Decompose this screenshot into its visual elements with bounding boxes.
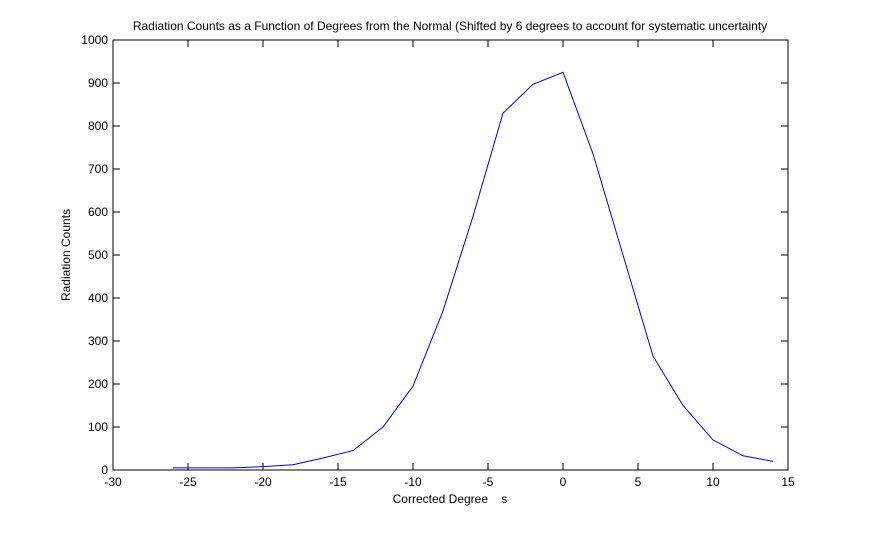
x-tick-label: -15 [329,475,347,489]
x-tick-label: -10 [404,475,422,489]
y-tick-label: 1000 [81,33,108,47]
y-tick-label: 900 [88,76,108,90]
y-tick-label: 100 [88,420,108,434]
axis-tick-labels: -30 -25 -20 -15 -10 -5 0 5 10 15 0 100 200 300 400 500 6… [81,33,795,489]
y-tick-label: 0 [101,463,108,477]
x-tick-label: 0 [560,475,567,489]
y-tick-label: 200 [88,377,108,391]
axis-ticks [112,39,789,471]
series-line [173,71,774,469]
plot-area [112,39,789,471]
x-tick-label: 15 [781,475,795,489]
x-tick-label: 5 [635,475,642,489]
chart-title: Radiation Counts as a Function of Degree… [133,19,767,33]
x-tick-label: -5 [483,475,494,489]
y-tick-label: 800 [88,119,108,133]
x-axis-label: Corrected Degree s [393,492,508,506]
y-tick-label: 600 [88,205,108,219]
x-tick-label: -25 [179,475,197,489]
y-tick-label: 500 [88,248,108,262]
y-tick-label: 300 [88,334,108,348]
x-tick-label: -20 [254,475,272,489]
y-tick-label: 700 [88,162,108,176]
y-tick-label: 400 [88,291,108,305]
x-tick-label: 10 [706,475,720,489]
x-tick-label: -30 [104,475,122,489]
y-axis-label: Radiation Counts [59,209,73,301]
